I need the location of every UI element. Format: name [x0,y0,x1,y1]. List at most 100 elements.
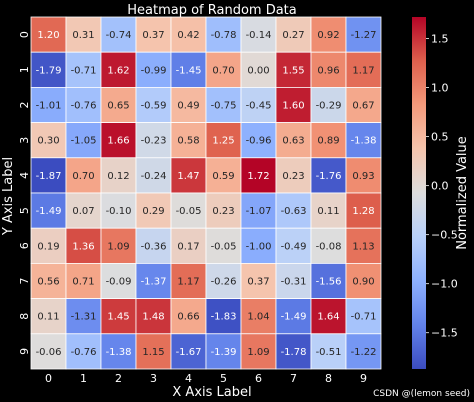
heatmap-cell [205,192,242,229]
heatmap-cell [345,122,382,159]
cell-label: -0.63 [281,206,307,217]
heatmap-cell [135,51,172,88]
cell-label: -1.49 [36,206,62,217]
cell-label: 1.47 [177,171,199,182]
cell-label: 0.29 [142,206,164,217]
cell-label: 0.07 [72,206,94,217]
heatmap-cell [310,157,347,194]
y-tick-label: 2 [18,102,31,109]
cell-label: 0.37 [247,277,269,288]
heatmap-cell [310,51,347,88]
cell-label: 0.63 [282,136,304,147]
y-tick-label: 0 [18,31,31,38]
cell-label: 0.65 [107,101,129,112]
heatmap-cell [240,298,277,335]
x-tick-label: 0 [45,372,52,385]
heatmap-cell [345,16,382,53]
cell-label: -1.31 [71,312,97,323]
cell-label: 0.70 [72,171,94,182]
cell-label: 1.45 [107,312,129,323]
heatmap-cell [275,87,312,124]
cell-label: 0.71 [72,277,94,288]
heatmap-cell [30,122,67,159]
cell-label: -1.38 [351,136,377,147]
cell-label: 0.23 [282,171,304,182]
cell-label: 1.48 [142,312,164,323]
heatmap-cells: 1.20 0.31 -0.74 0.37 0.42 -0.78 -0.14 0.27 0.92 -… [30,16,382,370]
heatmap-cell [240,262,277,299]
cell-label: -1.05 [71,136,97,147]
x-tick-label: 8 [325,372,332,385]
heatmap-cell [100,192,137,229]
heatmap-cell [345,227,382,264]
heatmap-cell [30,87,67,124]
cell-label: 0.49 [177,101,199,112]
cell-label: 1.09 [107,241,129,252]
cell-label: -0.96 [246,136,272,147]
cell-label: -0.76 [71,347,97,358]
cell-label: 0.31 [72,30,94,41]
heatmap-cell [240,122,277,159]
heatmap-cell [170,333,207,370]
heatmap-cell [240,333,277,370]
cell-label: -0.76 [71,101,97,112]
colorbar-tick-label: 0.5 [431,131,449,144]
heatmap-cell [100,87,137,124]
colorbar [412,17,426,369]
heatmap-cell [310,298,347,335]
heatmap-cell [65,262,102,299]
cell-label: 0.30 [37,136,59,147]
y-tick-label: 5 [18,207,31,214]
heatmap-cell [100,333,137,370]
heatmap-cell [205,16,242,53]
heatmap-cell [170,298,207,335]
heatmap-cell [100,262,137,299]
cell-label: -1.00 [246,241,272,252]
cell-label: -0.08 [316,241,342,252]
x-tick-label: 6 [255,372,262,385]
heatmap-cell [30,227,67,264]
heatmap-cell [345,51,382,88]
cell-label: -0.71 [71,65,97,76]
cell-label: -0.31 [281,277,307,288]
cell-label: 1.09 [247,347,269,358]
cell-label: -0.23 [141,136,167,147]
heatmap-cell [30,16,67,53]
y-tick-label: 6 [18,242,31,249]
x-tick-label: 7 [290,372,297,385]
heatmap-cell [135,192,172,229]
cell-label: 0.58 [177,136,199,147]
heatmap-cell [310,192,347,229]
cell-label: -0.26 [211,277,237,288]
cell-label: 1.62 [107,65,129,76]
cell-label: -1.01 [36,101,62,112]
cell-label: 0.17 [177,241,199,252]
heatmap-cell [240,157,277,194]
cell-label: -1.78 [281,347,307,358]
cell-label: -1.07 [246,206,272,217]
heatmap-cell [345,157,382,194]
colorbar-tick-label: 1.0 [431,82,449,95]
cell-label: -1.87 [36,171,62,182]
y-tick-label: 8 [18,313,31,320]
heatmap-cell [275,333,312,370]
heatmap-cell [30,192,67,229]
heatmap-cell [310,262,347,299]
cell-label: -1.79 [36,65,62,76]
cell-label: 0.42 [177,30,199,41]
heatmap-cell [240,227,277,264]
cell-label: -0.24 [141,171,167,182]
heatmap-cell [310,333,347,370]
heatmap-cell [30,333,67,370]
cell-label: 1.72 [247,171,269,182]
heatmap-cell [65,87,102,124]
cell-label: -0.29 [316,101,342,112]
x-tick-label: 4 [185,372,192,385]
x-tick-label: 2 [115,372,122,385]
cell-label: 0.70 [212,65,234,76]
cell-label: 0.56 [37,277,59,288]
y-tick-label: 3 [18,137,31,144]
heatmap-cell [205,227,242,264]
heatmap-cell [345,298,382,335]
